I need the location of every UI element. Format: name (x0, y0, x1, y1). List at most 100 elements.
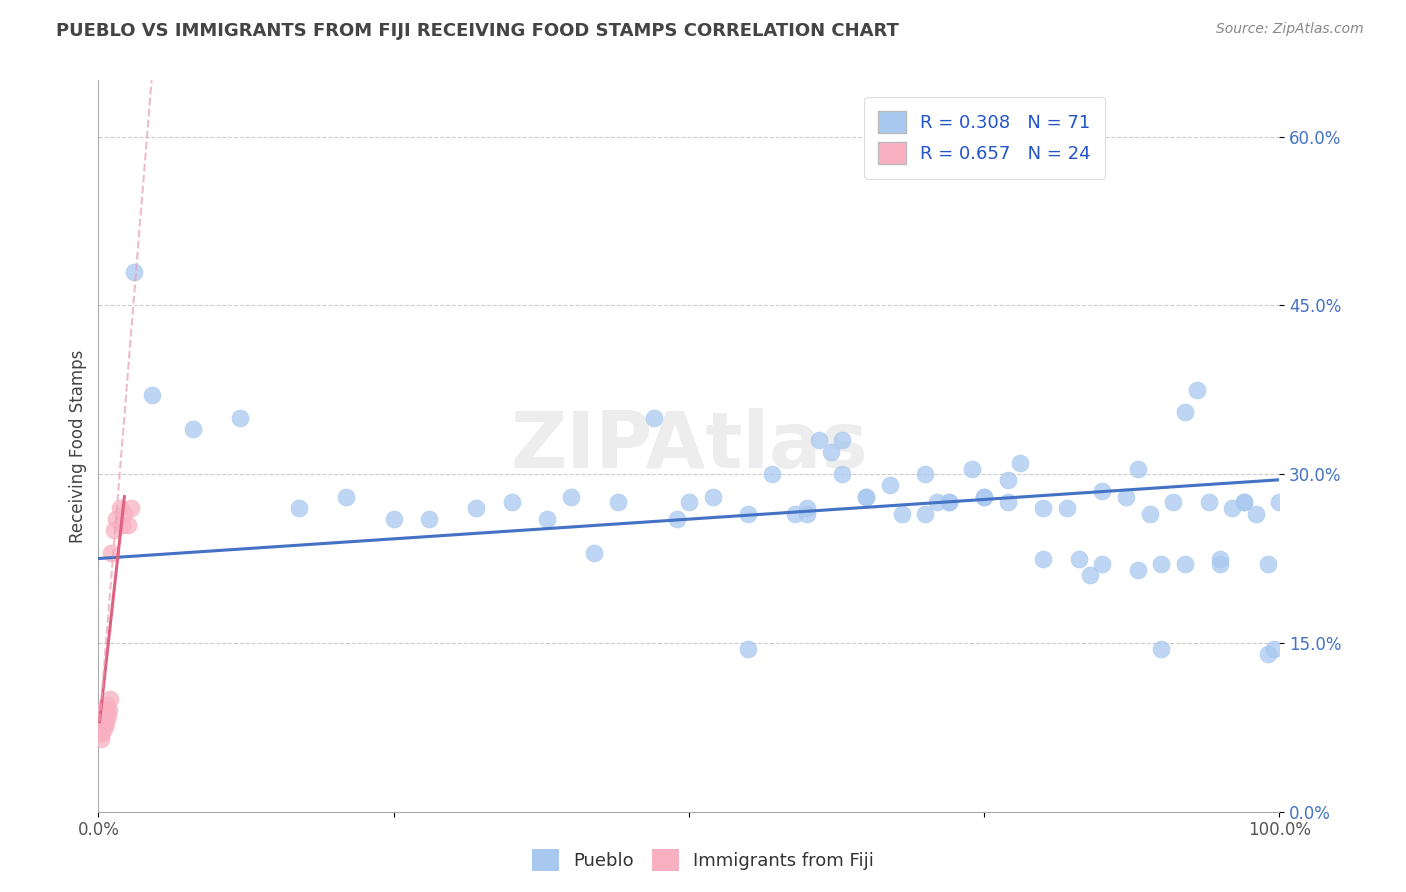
Point (1220, 500, 1243, 515)
Point (855, 490, 877, 504)
Point (1268, 495, 1291, 509)
Point (96, 698, 118, 712)
Point (111, 517, 134, 532)
Legend: Pueblo, Immigrants from Fiji: Pueblo, Immigrants from Fiji (524, 842, 882, 879)
Point (796, 507, 818, 521)
Point (1174, 405, 1197, 419)
Point (925, 495, 948, 509)
Point (1080, 568, 1102, 582)
Point (796, 500, 818, 515)
Point (938, 495, 960, 509)
Point (465, 500, 488, 515)
Point (1150, 641, 1173, 656)
Point (91, 726, 114, 740)
Point (1115, 490, 1137, 504)
Point (560, 490, 582, 504)
Text: ZIPAtlas: ZIPAtlas (510, 408, 868, 484)
Text: Source: ZipAtlas.com: Source: ZipAtlas.com (1216, 22, 1364, 37)
Point (94, 703, 117, 717)
Point (879, 478, 901, 492)
Point (93, 703, 115, 717)
Point (1126, 461, 1149, 475)
Point (122, 264, 145, 278)
Point (607, 495, 630, 509)
Point (666, 512, 689, 526)
Legend: R = 0.308   N = 71, R = 0.657   N = 24: R = 0.308 N = 71, R = 0.657 N = 24 (865, 96, 1105, 178)
Point (100, 546, 122, 560)
Point (1008, 456, 1031, 470)
Point (90, 731, 112, 746)
Point (1091, 483, 1114, 498)
Point (1174, 557, 1197, 571)
Point (501, 495, 523, 509)
Point (761, 467, 783, 482)
Point (181, 422, 204, 436)
Point (1209, 551, 1232, 566)
Point (141, 388, 163, 402)
Point (229, 410, 252, 425)
Point (1161, 495, 1184, 509)
Point (807, 434, 830, 448)
Point (1126, 563, 1149, 577)
Point (914, 507, 936, 521)
Point (855, 490, 877, 504)
Point (914, 467, 936, 482)
Point (121, 500, 143, 515)
Point (1263, 641, 1285, 656)
Point (890, 507, 912, 521)
Point (997, 473, 1019, 487)
Point (820, 444, 842, 458)
Text: PUEBLO VS IMMIGRANTS FROM FIJI RECEIVING FOOD STAMPS CORRELATION CHART: PUEBLO VS IMMIGRANTS FROM FIJI RECEIVING… (56, 22, 898, 40)
Point (583, 546, 606, 560)
Point (962, 461, 984, 475)
Y-axis label: Receiving Food Stamps: Receiving Food Stamps (69, 350, 87, 542)
Point (89, 714, 111, 729)
Point (98, 703, 121, 717)
Point (1032, 551, 1054, 566)
Point (1257, 557, 1279, 571)
Point (1032, 500, 1054, 515)
Point (335, 490, 357, 504)
Point (973, 490, 995, 504)
Point (112, 507, 135, 521)
Point (105, 512, 128, 526)
Point (382, 512, 405, 526)
Point (1185, 383, 1208, 397)
Point (785, 507, 807, 521)
Point (737, 641, 759, 656)
Point (1257, 647, 1279, 661)
Point (1244, 507, 1267, 521)
Point (1067, 551, 1090, 566)
Point (536, 512, 558, 526)
Point (831, 434, 853, 448)
Point (737, 507, 759, 521)
Point (418, 512, 440, 526)
Point (97, 709, 120, 723)
Point (94, 720, 117, 734)
Point (90, 709, 112, 723)
Point (1233, 495, 1256, 509)
Point (1233, 495, 1256, 509)
Point (831, 467, 853, 482)
Point (643, 410, 665, 425)
Point (89, 726, 111, 740)
Point (997, 495, 1019, 509)
Point (702, 490, 724, 504)
Point (938, 495, 960, 509)
Point (288, 500, 311, 515)
Point (1209, 557, 1232, 571)
Point (117, 517, 139, 532)
Point (1150, 557, 1173, 571)
Point (98, 692, 121, 706)
Point (91, 720, 114, 734)
Point (1198, 495, 1220, 509)
Point (91, 714, 114, 729)
Point (1139, 507, 1161, 521)
Point (94, 714, 117, 729)
Point (103, 524, 125, 538)
Point (1091, 557, 1114, 571)
Point (1056, 500, 1078, 515)
Point (678, 495, 700, 509)
Point (973, 490, 995, 504)
Point (108, 500, 131, 515)
